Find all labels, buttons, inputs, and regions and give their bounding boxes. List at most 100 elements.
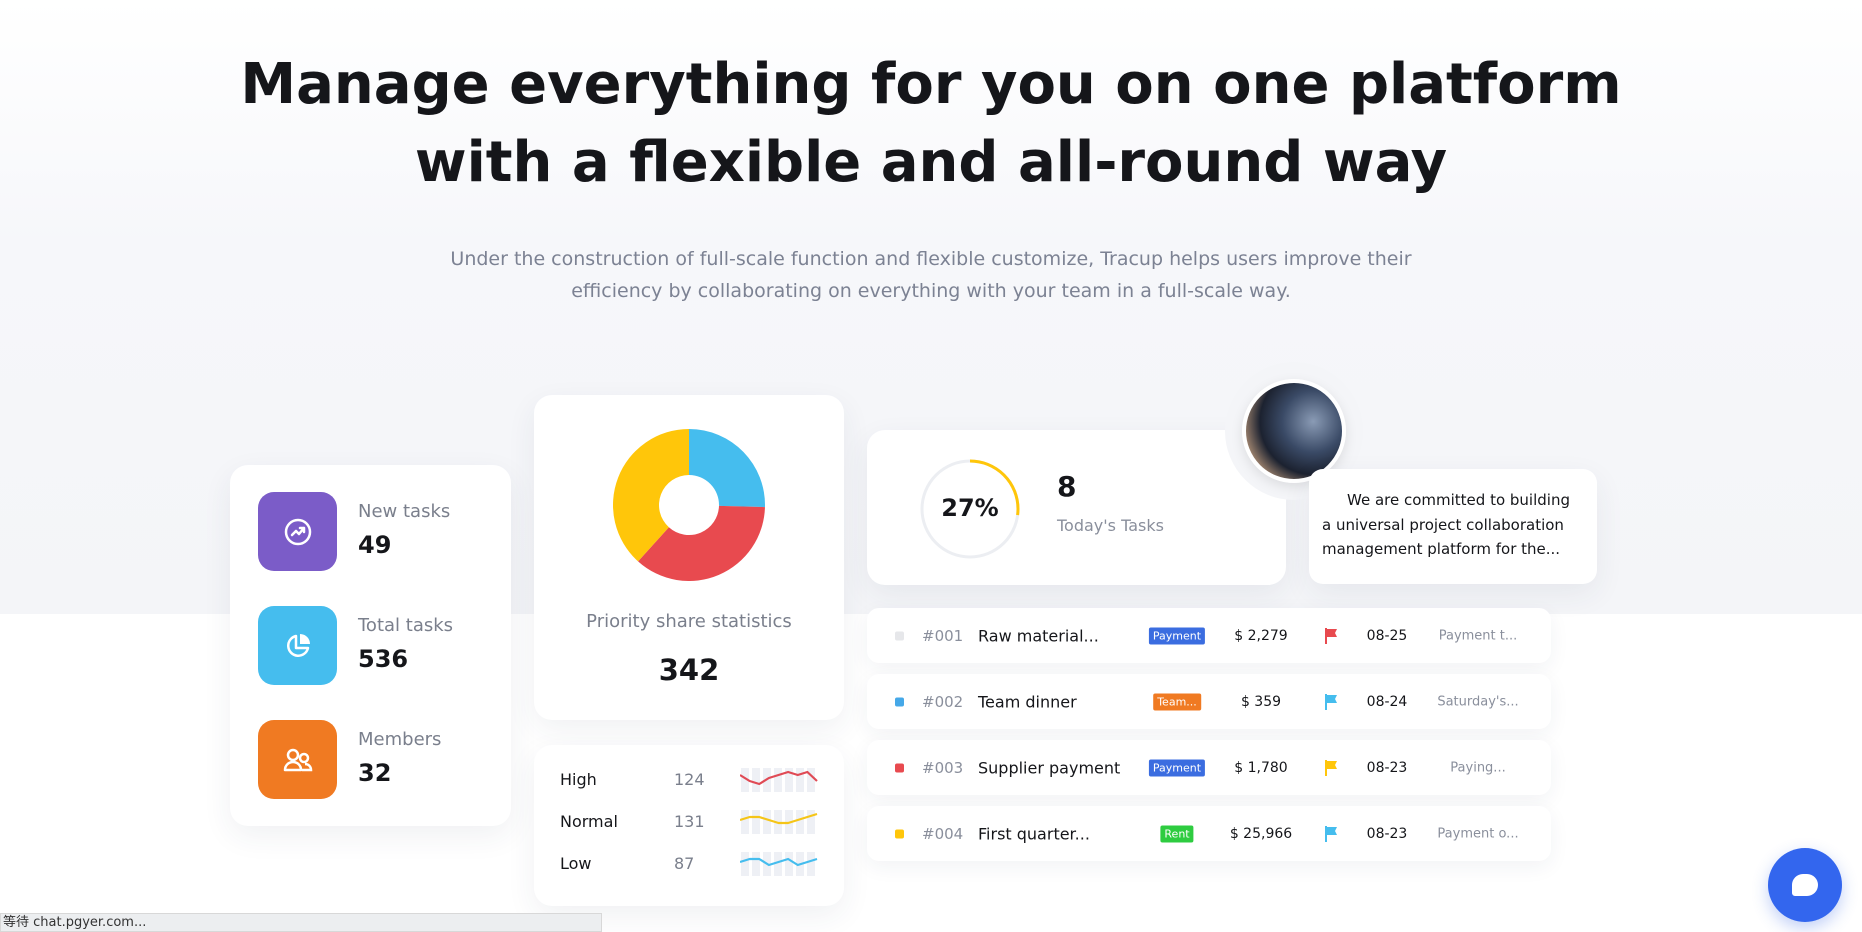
task-name: Supplier payment xyxy=(978,758,1121,777)
stat-value: 536 xyxy=(358,645,409,673)
priority-title: Priority share statistics xyxy=(586,611,792,632)
sparkline-bar xyxy=(741,810,749,834)
task-amount: $ 1,780 xyxy=(1234,759,1288,776)
members-icon xyxy=(258,720,337,799)
flag-icon xyxy=(1325,825,1337,842)
sparkline-bar xyxy=(741,852,749,876)
priority-value: 87 xyxy=(674,854,695,873)
priority-sparkline xyxy=(740,810,818,834)
task-row[interactable]: #002 Team dinner Team... $ 359 08-24 Sat… xyxy=(867,674,1551,729)
sparkline-bar xyxy=(774,768,782,792)
priority-row-low: Low 87 xyxy=(560,852,824,884)
task-tag-badge: Payment xyxy=(1148,627,1206,644)
chat-button[interactable] xyxy=(1768,848,1842,922)
today-count: 8 xyxy=(1057,470,1077,503)
donut-slice xyxy=(689,429,765,508)
sparkline-bar xyxy=(785,768,793,792)
task-date: 08-24 xyxy=(1366,693,1408,710)
priority-sparkline xyxy=(740,852,818,876)
flag-icon xyxy=(1325,627,1337,644)
priority-row-normal: Normal 131 xyxy=(560,810,824,842)
priority-sparkline xyxy=(740,768,818,792)
task-tag-badge: Payment xyxy=(1148,759,1206,776)
priority-label: Normal xyxy=(560,812,618,831)
stat-label: Members xyxy=(358,729,442,750)
sparkline-bar xyxy=(807,810,815,834)
sparkline-bar xyxy=(796,810,804,834)
trend-icon xyxy=(258,492,337,571)
priority-label: High xyxy=(560,770,597,789)
sparkline-bar xyxy=(741,768,749,792)
task-name: First quarter... xyxy=(978,824,1090,843)
task-id: #003 xyxy=(922,758,964,777)
task-description: Payment o... xyxy=(1437,826,1519,841)
task-row[interactable]: #003 Supplier payment Payment $ 1,780 08… xyxy=(867,740,1551,795)
quote-line: We are committed to building xyxy=(1347,491,1570,509)
donut-slice xyxy=(638,505,765,581)
task-name: Raw material... xyxy=(978,626,1099,645)
task-row[interactable]: #004 First quarter... Rent $ 25,966 08-2… xyxy=(867,806,1551,861)
status-dot xyxy=(895,697,904,706)
stats-card: New tasks 49 Total tasks 536 Members 32 xyxy=(230,465,511,826)
chat-bubble-icon xyxy=(1792,874,1818,896)
donut-slice xyxy=(613,429,689,562)
priority-donut-card: Priority share statistics 342 xyxy=(534,395,844,720)
task-row[interactable]: #001 Raw material... Payment $ 2,279 08-… xyxy=(867,608,1551,663)
sparkline-bar xyxy=(807,852,815,876)
stat-label: New tasks xyxy=(358,501,451,522)
priority-list-card: High 124 Normal 131 Low 87 xyxy=(534,745,844,906)
sparkline-bar xyxy=(785,852,793,876)
avatar-image xyxy=(1242,379,1346,483)
pie-icon xyxy=(258,606,337,685)
sparkline-bar xyxy=(796,768,804,792)
task-date: 08-23 xyxy=(1366,759,1408,776)
priority-row-high: High 124 xyxy=(560,768,824,800)
sparkline-bar xyxy=(774,852,782,876)
task-amount: $ 25,966 xyxy=(1229,825,1293,842)
task-id: #004 xyxy=(922,824,964,843)
stat-value: 49 xyxy=(358,531,392,559)
task-date: 08-25 xyxy=(1366,627,1408,644)
sparkline-bar xyxy=(752,810,760,834)
sparkline-line xyxy=(740,857,818,867)
hero-subtitle-line2: efficiency by collaborating on everythin… xyxy=(571,280,1291,302)
sparkline-bar xyxy=(752,852,760,876)
status-dot xyxy=(895,763,904,772)
priority-value: 124 xyxy=(674,770,705,789)
task-amount: $ 359 xyxy=(1240,693,1282,710)
task-description: Payment t... xyxy=(1438,628,1518,643)
priority-total: 342 xyxy=(658,653,720,687)
status-dot xyxy=(895,631,904,640)
stat-label: Total tasks xyxy=(358,615,454,636)
priority-donut-chart xyxy=(613,429,765,581)
task-name: Team dinner xyxy=(978,692,1077,711)
sparkline-line xyxy=(740,770,818,786)
quote-line: a universal project collaboration xyxy=(1322,516,1564,534)
sparkline-bar xyxy=(752,768,760,792)
task-amount: $ 2,279 xyxy=(1234,627,1288,644)
today-label: Today's Tasks xyxy=(1057,516,1164,535)
task-tag-badge: Rent xyxy=(1160,825,1194,842)
stat-value: 32 xyxy=(358,759,392,787)
priority-label: Low xyxy=(560,854,592,873)
browser-status-bar: 等待 chat.pgyer.com... xyxy=(0,913,602,932)
sparkline-bar xyxy=(763,810,771,834)
flag-icon xyxy=(1325,759,1337,776)
hero-title-line1: Manage everything for you on one platfor… xyxy=(240,52,1622,117)
priority-value: 131 xyxy=(674,812,705,831)
task-id: #002 xyxy=(922,692,964,711)
task-tag-badge: Team... xyxy=(1153,693,1201,710)
hero-subtitle-line1: Under the construction of full-scale fun… xyxy=(450,248,1412,270)
today-tasks-card: 27% 8 Today's Tasks xyxy=(867,430,1286,585)
task-date: 08-23 xyxy=(1366,825,1408,842)
task-description: Saturday's... xyxy=(1437,694,1519,709)
sparkline-bar xyxy=(807,768,815,792)
progress-ring xyxy=(920,459,1020,559)
progress-percent: 27% xyxy=(941,494,999,522)
sparkline-line xyxy=(740,812,818,825)
flag-icon xyxy=(1325,693,1337,710)
quote-card: We are committed to building a universal… xyxy=(1309,469,1597,584)
quote-line: management platform for the... xyxy=(1322,540,1561,558)
status-dot xyxy=(895,829,904,838)
task-id: #001 xyxy=(922,626,964,645)
